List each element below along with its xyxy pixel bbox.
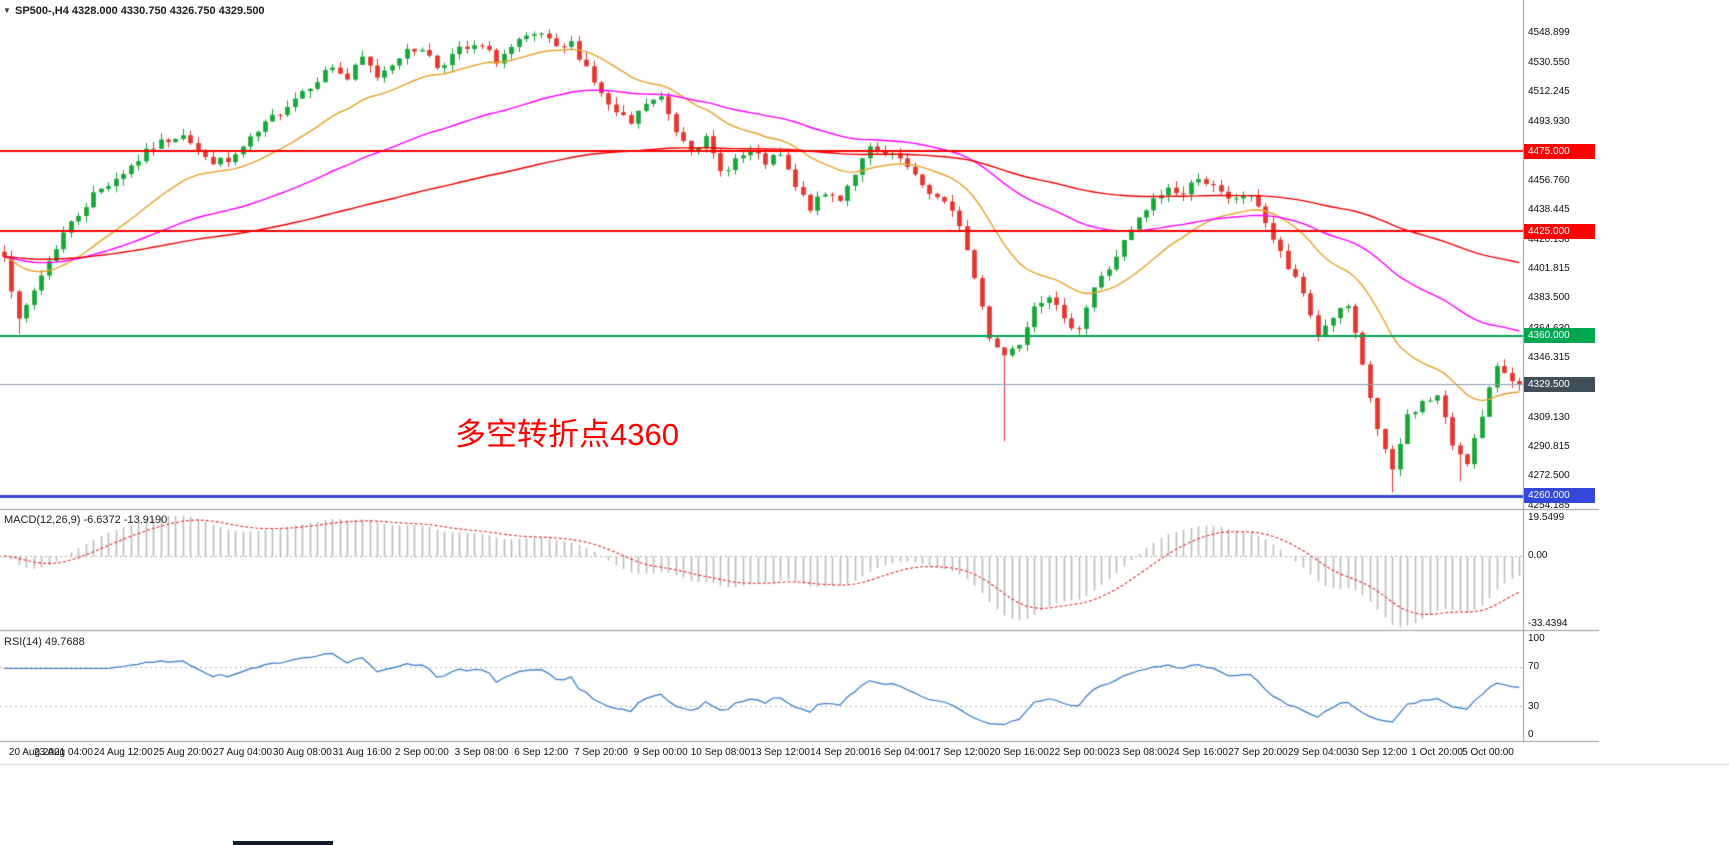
price-axis[interactable] (1523, 0, 1599, 741)
rsi-indicator-label: RSI(14) 49.7688 (4, 636, 85, 648)
bottom-edge-artifact (233, 841, 333, 845)
chart-title: SP500-,H4 4328.000 4330.750 4326.750 432… (15, 5, 265, 17)
macd-indicator-label: MACD(12,26,9) -6.6372 -13.9190 (4, 514, 168, 526)
time-axis[interactable] (0, 741, 1523, 765)
chart-collapse-icon[interactable]: ▼ (3, 6, 11, 15)
chart-annotation: 多空转折点4360 (455, 417, 679, 452)
